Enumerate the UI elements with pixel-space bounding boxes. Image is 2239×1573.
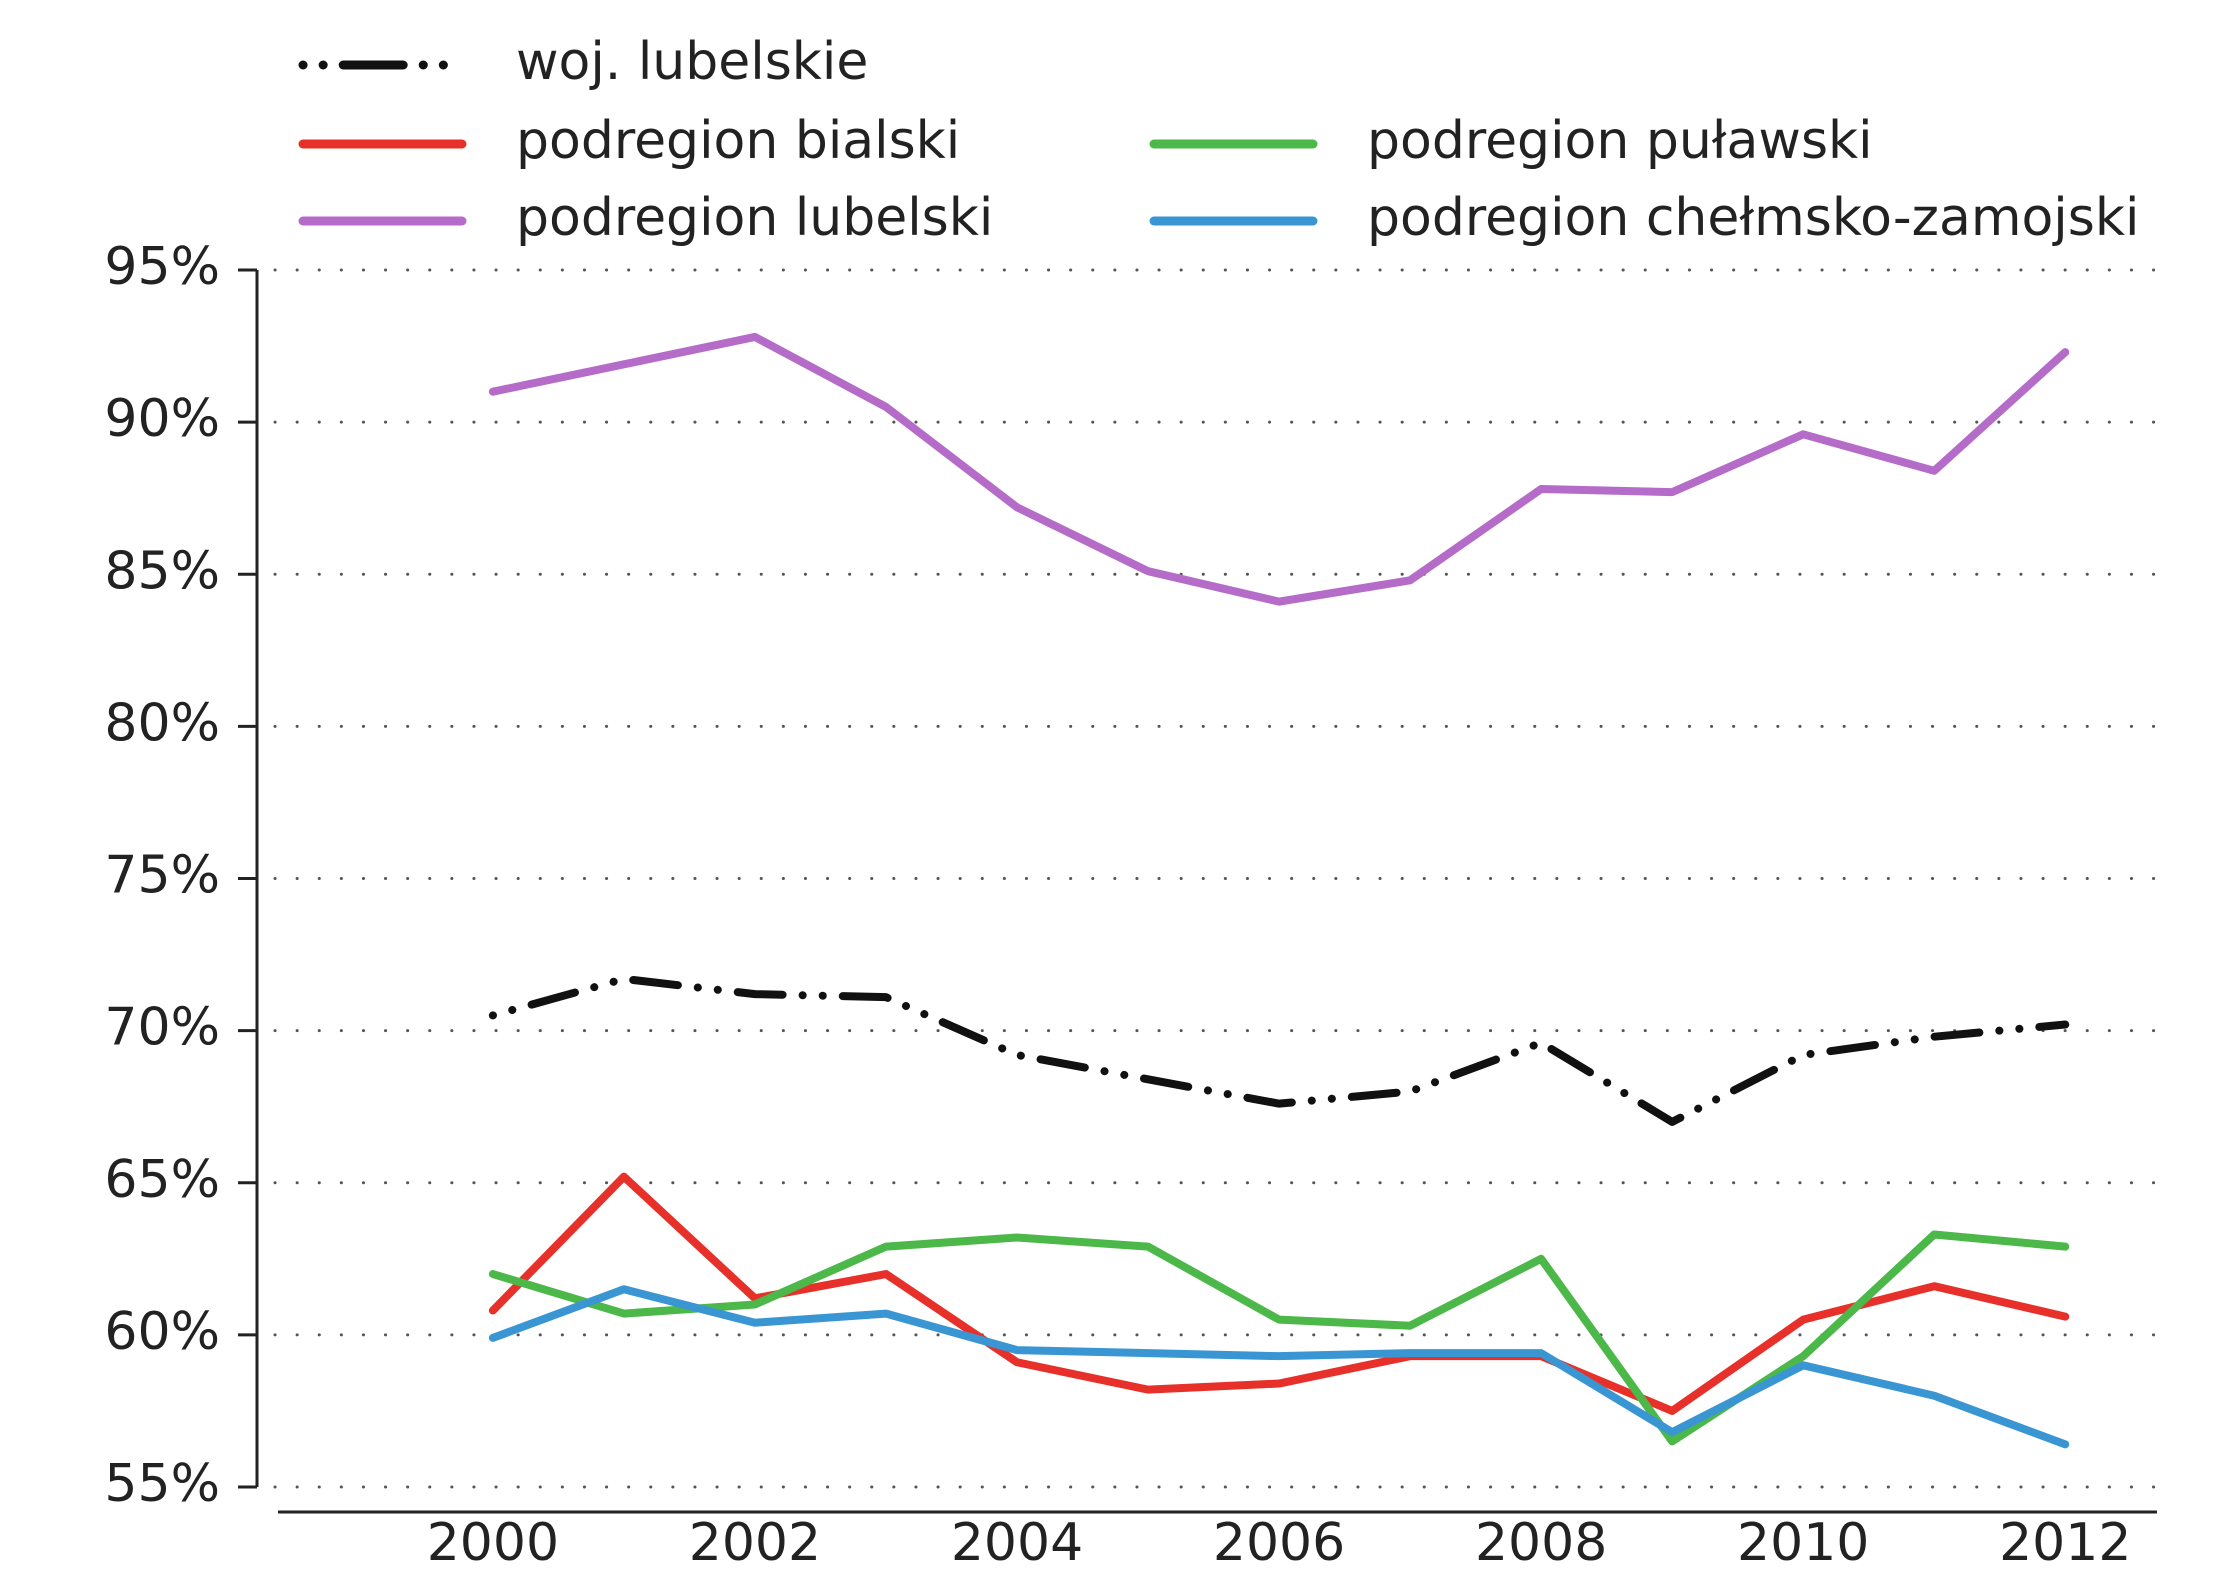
x-tick-label: 2010 xyxy=(1737,1513,1869,1573)
x-tick-label: 2006 xyxy=(1213,1513,1345,1573)
line-series xyxy=(488,1230,2070,1446)
y-tick-label: 80% xyxy=(104,693,220,753)
y-tick-label: 85% xyxy=(104,541,220,601)
line-series xyxy=(488,1285,2070,1449)
x-tick-label: 2004 xyxy=(951,1513,1083,1573)
y-tick-label: 90% xyxy=(104,389,220,449)
y-tick-label: 55% xyxy=(104,1454,220,1514)
line-series xyxy=(488,974,2070,1126)
x-tick-label: 2000 xyxy=(427,1513,559,1573)
x-tick-label: 2012 xyxy=(1999,1513,2131,1573)
legend-label: podregion puławski xyxy=(1367,111,1873,171)
x-tick-label: 2002 xyxy=(689,1513,821,1573)
legend-label: podregion lubelski xyxy=(516,188,993,248)
y-tick-label: 65% xyxy=(104,1150,220,1210)
y-tick-label: 60% xyxy=(104,1302,220,1362)
legend-label: podregion chełmsko-zamojski xyxy=(1367,188,2139,248)
line-series xyxy=(488,1172,2070,1415)
x-tick-label: 2008 xyxy=(1475,1513,1607,1573)
legend-label: podregion bialski xyxy=(516,111,960,171)
line-series xyxy=(488,332,2070,606)
legend-label: woj. lubelskie xyxy=(516,32,868,92)
y-tick-label: 95% xyxy=(104,237,220,297)
y-tick-label: 70% xyxy=(104,998,220,1058)
y-tick-label: 75% xyxy=(104,846,220,906)
